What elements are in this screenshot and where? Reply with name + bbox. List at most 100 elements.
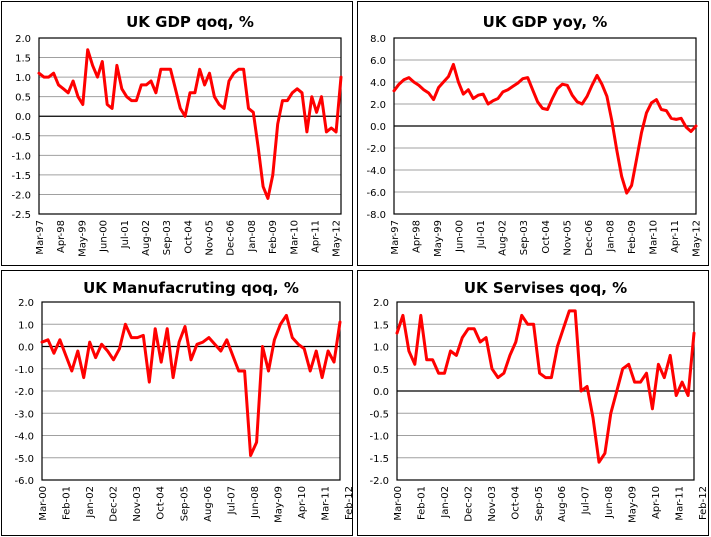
series-line xyxy=(395,309,696,464)
x-tick-label: Mar-97 xyxy=(390,220,401,255)
x-tick-label: May-12 xyxy=(332,220,343,257)
y-tick-label: 4.0 xyxy=(370,78,386,89)
chart-svg: UK Servises qoq, % 2.0 1.5 1.0 0.5 0.0 -0.5 -1.… xyxy=(369,279,709,523)
y-tick-label: 1.0 xyxy=(373,343,389,354)
x-tick-label: Jul-01 xyxy=(476,220,487,249)
y-tick-label: -1.0 xyxy=(11,151,31,162)
x-tick-label: Feb-01 xyxy=(62,486,73,520)
x-tick-label: May-99 xyxy=(433,220,444,257)
y-tick-label: 8.0 xyxy=(370,34,386,45)
x-tick-label: Feb-09 xyxy=(627,220,638,254)
x-tick-label: Oct-04 xyxy=(183,220,194,254)
x-tick-label: Nov-03 xyxy=(132,486,143,522)
x-tick-label: Mar-10 xyxy=(289,220,300,255)
y-tick-label: 1.5 xyxy=(15,54,31,65)
x-tick-label: Apr-98 xyxy=(412,220,423,253)
y-tick-label: 0.0 xyxy=(370,122,386,133)
y-tick-label: 2.0 xyxy=(15,34,31,45)
plot-frame xyxy=(38,37,342,215)
x-tick-label: May-09 xyxy=(273,486,284,523)
x-tick-label: Aug-06 xyxy=(203,486,214,522)
y-tick-label: -2.0 xyxy=(366,144,386,155)
x-tick-label: May-12 xyxy=(692,220,703,257)
y-tick-label: -6.0 xyxy=(14,476,34,487)
series-line xyxy=(40,313,342,457)
chart-svg: UK GDP yoy, % 8.0 6.0 4.0 2.0 0.0 -2.0 -4.0 -6.0… xyxy=(366,13,703,257)
x-tick-label: Sep-03 xyxy=(519,220,530,255)
y-tick-label: 1.5 xyxy=(373,320,389,331)
chart-uk-gdp-qoq: UK GDP qoq, % 2.0 1.5 1.0 0.5 0.0 -0.5 -1.0 -1.5… xyxy=(1,1,353,266)
y-tick-label: 0.0 xyxy=(15,112,31,123)
y-tick-label: 0.0 xyxy=(373,387,389,398)
y-tick-label: -3.0 xyxy=(14,409,34,420)
chart-svg: UK GDP qoq, % 2.0 1.5 1.0 0.5 0.0 -0.5 -1.0 -1.5… xyxy=(11,13,343,257)
y-tick-label: 0.5 xyxy=(15,93,31,104)
y-tick-label: 1.0 xyxy=(18,320,34,331)
x-tick-label: May-09 xyxy=(628,486,639,523)
x-tick-label: Mar-00 xyxy=(393,486,404,521)
chart-title: UK GDP yoy, % xyxy=(483,13,608,31)
y-tick-label: -1.0 xyxy=(14,365,34,376)
x-tick-label: Mar-11 xyxy=(321,486,332,521)
y-tick-label: -2.0 xyxy=(369,476,389,487)
chart-uk-services-qoq: UK Servises qoq, % 2.0 1.5 1.0 0.5 0.0 -0.5 -1.… xyxy=(357,270,709,536)
y-tick-label: 6.0 xyxy=(370,56,386,67)
y-tick-label: 0.0 xyxy=(18,343,34,354)
x-tick-label: May-99 xyxy=(77,220,88,257)
x-tick-label: Nov-03 xyxy=(487,486,498,522)
x-tick-label: Feb-09 xyxy=(268,220,279,254)
x-tick-label: Jun-08 xyxy=(604,486,615,519)
y-tick-label: -1.5 xyxy=(11,171,31,182)
x-tick-label: Jul-07 xyxy=(226,486,237,515)
x-tick-label: Oct-04 xyxy=(510,486,521,520)
chart-title: UK Manufacruting qoq, % xyxy=(83,279,299,297)
x-tick-label: Jul-07 xyxy=(581,486,592,515)
x-tick-label: Feb-12 xyxy=(698,486,709,520)
x-tick-label: Apr-98 xyxy=(56,220,67,253)
y-tick-label: -2.5 xyxy=(11,210,31,221)
y-tick-label: -1.0 xyxy=(369,432,389,443)
plot-frame xyxy=(396,301,695,481)
x-tick-label: Feb-12 xyxy=(344,486,355,520)
x-tick-label: Mar-11 xyxy=(675,486,686,521)
y-tick-label: -4.0 xyxy=(366,166,386,177)
x-tick-label: Jan-08 xyxy=(247,220,258,253)
chart-uk-gdp-yoy: UK GDP yoy, % 8.0 6.0 4.0 2.0 0.0 -2.0 -4.0 -6.0… xyxy=(357,1,709,266)
x-tick-label: Nov-05 xyxy=(562,220,573,256)
chart-title: UK GDP qoq, % xyxy=(126,13,254,31)
x-tick-label: Oct-04 xyxy=(156,486,167,520)
y-tick-label: -6.0 xyxy=(366,188,386,199)
x-tick-label: Dec-02 xyxy=(463,486,474,522)
y-tick-label: -2.0 xyxy=(11,190,31,201)
y-tick-label: -1.5 xyxy=(369,454,389,465)
x-tick-label: Jun-00 xyxy=(99,220,110,253)
x-tick-label: Jan-02 xyxy=(440,486,451,519)
x-tick-label: Apr-11 xyxy=(310,220,321,253)
x-tick-label: Apr-10 xyxy=(651,486,662,519)
y-tick-label: -2.0 xyxy=(14,387,34,398)
x-tick-label: Apr-10 xyxy=(297,486,308,519)
chart-uk-manufacturing-qoq: UK Manufacruting qoq, % 2.0 1.0 0.0 -1.0 -2.0… xyxy=(1,270,355,536)
x-tick-label: Aug-02 xyxy=(141,220,152,256)
x-tick-label: Apr-11 xyxy=(670,220,681,253)
y-tick-label: -0.5 xyxy=(369,409,389,420)
x-tick-label: Feb-01 xyxy=(416,486,427,520)
x-tick-label: Jun-08 xyxy=(250,486,261,519)
x-tick-label: Jan-08 xyxy=(605,220,616,253)
x-tick-label: Dec-06 xyxy=(584,220,595,256)
x-tick-label: Sep-05 xyxy=(179,486,190,521)
y-tick-label: 2.0 xyxy=(370,100,386,111)
y-tick-label: 2.0 xyxy=(18,298,34,309)
chart-svg: UK Manufacruting qoq, % 2.0 1.0 0.0 -1.0 -2.0… xyxy=(14,279,355,523)
y-tick-label: 1.0 xyxy=(15,73,31,84)
y-tick-label: 0.5 xyxy=(373,365,389,376)
x-tick-label: Oct-04 xyxy=(541,220,552,254)
x-tick-label: Aug-02 xyxy=(498,220,509,256)
x-tick-label: Aug-06 xyxy=(557,486,568,522)
x-tick-label: Mar-10 xyxy=(648,220,659,255)
x-tick-label: Sep-03 xyxy=(162,220,173,255)
y-tick-label: 2.0 xyxy=(373,298,389,309)
y-tick-label: -4.0 xyxy=(14,432,34,443)
series-line xyxy=(37,48,343,200)
plot-frame xyxy=(41,301,341,481)
